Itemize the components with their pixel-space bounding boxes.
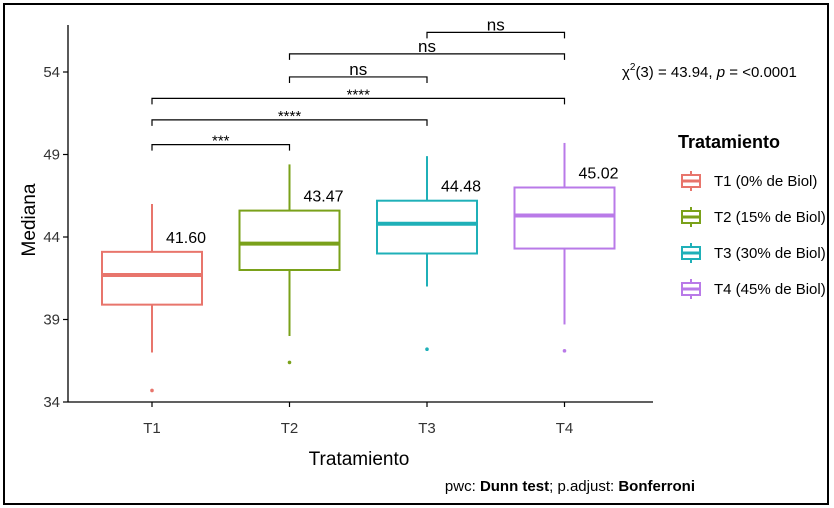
stat-p: p — [716, 64, 725, 81]
boxplot-chart: 34 39 44 49 54 T1 T2 T3 T4 41.60 43.47 44.48 45.02… — [19, 15, 826, 495]
caption-test: Dunn test — [480, 478, 549, 495]
bracket-label: ns — [418, 37, 436, 56]
x-axis-title: Tratamiento — [309, 449, 410, 470]
legend-item-t4: T4 (45% de Biol) — [681, 279, 826, 299]
y-tick-label: 34 — [43, 394, 60, 411]
legend-label: T1 (0% de Biol) — [714, 173, 817, 190]
y-axis-title: Mediana — [19, 183, 40, 256]
x-tick-label: T2 — [281, 420, 299, 437]
y-tick-label: 49 — [43, 147, 60, 164]
legend: T1 (0% de Biol) T2 (15% de Biol) T3 (30% d… — [681, 171, 826, 299]
bracket-t1-t4: **** — [151, 86, 566, 105]
outlier-point — [425, 347, 429, 352]
legend-title: Tratamiento — [678, 132, 780, 152]
y-tick-label: 44 — [43, 229, 60, 246]
bracket-label: ns — [487, 15, 505, 34]
box-t3: 44.48 — [376, 156, 481, 352]
bracket-label: ns — [349, 60, 367, 79]
x-tick-label: T4 — [556, 420, 574, 437]
box-t4: 45.02 — [513, 142, 619, 353]
legend-item-t1: T1 (0% de Biol) — [681, 171, 817, 191]
box-body — [513, 186, 616, 250]
y-ticks: 34 39 44 49 54 — [43, 64, 68, 411]
caption-mid: ; p.adjust: — [549, 478, 618, 495]
median-value-label: 44.48 — [441, 179, 481, 196]
box-body — [101, 250, 203, 306]
box-body — [238, 209, 341, 272]
bracket-t1-t2: *** — [151, 133, 291, 151]
bracket-label: *** — [212, 133, 230, 150]
bracket-label: **** — [347, 86, 371, 103]
caption-adjust: Bonferroni — [618, 478, 695, 495]
legend-item-t3: T3 (30% de Biol) — [681, 243, 826, 263]
bracket-line — [151, 97, 566, 105]
legend-label: T3 (30% de Biol) — [714, 245, 826, 262]
box-t2: 43.47 — [238, 164, 344, 365]
stat-label: χ2(3) = 43.94, p = <0.0001 — [622, 62, 797, 81]
median-value-label: 45.02 — [579, 166, 619, 183]
legend-label: T4 (45% de Biol) — [714, 281, 826, 298]
bracket-line — [288, 53, 566, 60]
bracket-t1-t3: **** — [151, 108, 428, 126]
legend-label: T2 (15% de Biol) — [714, 209, 826, 226]
bracket-line — [151, 144, 291, 151]
x-tick-label: T1 — [143, 420, 161, 437]
caption: pwc: Dunn test; p.adjust: Bonferroni — [445, 478, 695, 495]
bracket-t2-t4: ns — [288, 37, 566, 60]
stat-sup: 2 — [630, 62, 636, 73]
bracket-line — [288, 76, 428, 83]
bracket-line — [151, 119, 428, 126]
caption-pre: pwc: — [445, 478, 480, 495]
outlier-point — [562, 349, 567, 353]
boxes: 41.60 43.47 44.48 45.02 — [101, 142, 619, 393]
box-t1: 41.60 — [101, 204, 206, 393]
stat-chi: χ — [622, 64, 630, 81]
bracket-t3-t4: ns — [426, 15, 566, 39]
stat-rest: (3) = 43.94, — [635, 64, 716, 81]
y-tick-label: 39 — [43, 312, 60, 329]
median-value-label: 43.47 — [304, 189, 344, 206]
bracket-line — [426, 31, 566, 39]
median-value-label: 41.60 — [166, 230, 206, 247]
outlier-point — [287, 360, 292, 365]
outlier-point — [150, 388, 154, 393]
bracket-t2-t3: ns — [288, 60, 428, 83]
box-body — [376, 199, 478, 255]
x-tick-label: T3 — [418, 420, 436, 437]
bracket-label: **** — [278, 108, 302, 125]
y-tick-label: 54 — [43, 64, 60, 81]
legend-item-t2: T2 (15% de Biol) — [681, 207, 826, 227]
chart-frame: 34 39 44 49 54 T1 T2 T3 T4 41.60 43.47 44.48 45.02… — [3, 3, 829, 505]
stat-p-rest: = <0.0001 — [725, 64, 797, 81]
x-ticks: T1 T2 T3 T4 — [143, 402, 573, 437]
